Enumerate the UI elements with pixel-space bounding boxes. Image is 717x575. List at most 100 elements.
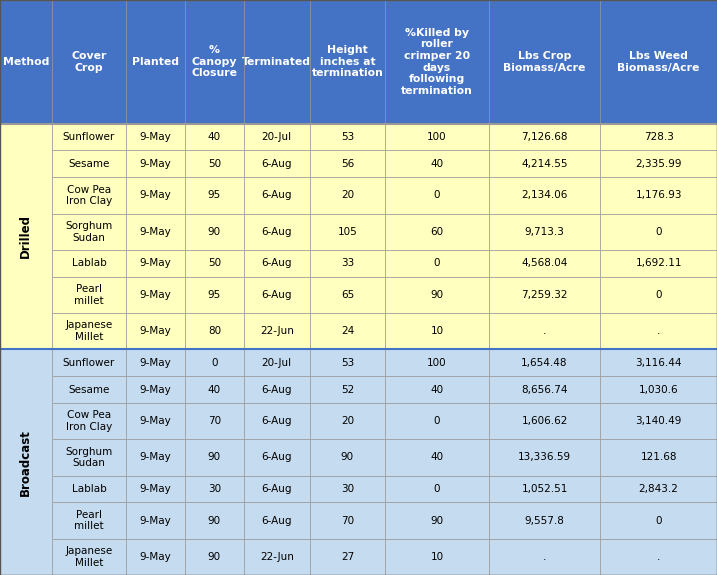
- Bar: [489, 151, 600, 177]
- Text: 1,030.6: 1,030.6: [639, 385, 678, 394]
- Text: 22-Jun: 22-Jun: [260, 552, 294, 562]
- Text: 4,214.55: 4,214.55: [521, 159, 568, 169]
- Text: 90: 90: [430, 516, 444, 526]
- Text: Cow Pea
Iron Clay: Cow Pea Iron Clay: [66, 185, 112, 206]
- Bar: [52, 476, 126, 503]
- Text: 20: 20: [341, 416, 354, 426]
- Bar: [185, 214, 244, 250]
- Text: %Killed by
roller
crimper 20
days
following
termination: %Killed by roller crimper 20 days follow…: [401, 28, 473, 96]
- Text: 9-May: 9-May: [140, 258, 171, 269]
- Text: 3,140.49: 3,140.49: [635, 416, 682, 426]
- Bar: [385, 539, 489, 575]
- Bar: [126, 313, 185, 349]
- Text: .: .: [543, 552, 546, 562]
- Bar: [0, 124, 52, 349]
- Text: 121.68: 121.68: [640, 453, 677, 462]
- Bar: [185, 177, 244, 214]
- Text: 90: 90: [208, 453, 221, 462]
- Text: 90: 90: [341, 453, 354, 462]
- Bar: [489, 349, 600, 376]
- Text: %
Canopy
Closure: % Canopy Closure: [191, 45, 237, 78]
- Bar: [126, 214, 185, 250]
- Text: 9,713.3: 9,713.3: [525, 227, 564, 237]
- Text: 9-May: 9-May: [140, 552, 171, 562]
- Bar: [244, 349, 310, 376]
- Text: 65: 65: [341, 290, 354, 300]
- Bar: [600, 151, 717, 177]
- Bar: [185, 376, 244, 403]
- Text: 7,126.68: 7,126.68: [521, 132, 568, 142]
- Bar: [126, 539, 185, 575]
- Text: Sunflower: Sunflower: [63, 358, 115, 368]
- Text: 6-Aug: 6-Aug: [262, 227, 292, 237]
- Text: 2,335.99: 2,335.99: [635, 159, 682, 169]
- Bar: [385, 151, 489, 177]
- Bar: [52, 124, 126, 151]
- Bar: [310, 376, 385, 403]
- Text: 9-May: 9-May: [140, 290, 171, 300]
- Text: Broadcast: Broadcast: [19, 429, 32, 496]
- Bar: [489, 277, 600, 313]
- Text: 6-Aug: 6-Aug: [262, 385, 292, 394]
- Text: 0: 0: [434, 190, 440, 201]
- Text: 1,176.93: 1,176.93: [635, 190, 682, 201]
- Text: 50: 50: [208, 159, 221, 169]
- Text: 1,052.51: 1,052.51: [521, 484, 568, 494]
- Text: 70: 70: [341, 516, 354, 526]
- Bar: [244, 503, 310, 539]
- Bar: [126, 177, 185, 214]
- Bar: [489, 503, 600, 539]
- Bar: [310, 403, 385, 439]
- Text: Pearl
millet: Pearl millet: [74, 510, 104, 531]
- Bar: [52, 313, 126, 349]
- Text: 9-May: 9-May: [140, 416, 171, 426]
- Text: .: .: [657, 552, 660, 562]
- Bar: [385, 476, 489, 503]
- Bar: [126, 476, 185, 503]
- Bar: [185, 313, 244, 349]
- Text: 9-May: 9-May: [140, 190, 171, 201]
- Bar: [600, 250, 717, 277]
- Bar: [185, 476, 244, 503]
- Bar: [489, 439, 600, 476]
- Bar: [52, 277, 126, 313]
- Bar: [489, 124, 600, 151]
- Text: 6-Aug: 6-Aug: [262, 258, 292, 269]
- Text: 24: 24: [341, 326, 354, 336]
- Bar: [0, 0, 717, 124]
- Text: 56: 56: [341, 159, 354, 169]
- Bar: [126, 503, 185, 539]
- Bar: [600, 214, 717, 250]
- Text: Lablab: Lablab: [72, 258, 106, 269]
- Bar: [385, 313, 489, 349]
- Text: Sesame: Sesame: [68, 159, 110, 169]
- Text: 9-May: 9-May: [140, 326, 171, 336]
- Text: 105: 105: [338, 227, 357, 237]
- Bar: [600, 177, 717, 214]
- Bar: [244, 177, 310, 214]
- Bar: [385, 250, 489, 277]
- Bar: [385, 376, 489, 403]
- Text: Lbs Weed
Biomass/Acre: Lbs Weed Biomass/Acre: [617, 51, 700, 72]
- Bar: [126, 349, 185, 376]
- Bar: [310, 503, 385, 539]
- Bar: [489, 476, 600, 503]
- Bar: [52, 403, 126, 439]
- Bar: [52, 539, 126, 575]
- Bar: [126, 439, 185, 476]
- Bar: [385, 439, 489, 476]
- Text: 22-Jun: 22-Jun: [260, 326, 294, 336]
- Text: 1,606.62: 1,606.62: [521, 416, 568, 426]
- Text: 6-Aug: 6-Aug: [262, 484, 292, 494]
- Text: 33: 33: [341, 258, 354, 269]
- Bar: [489, 214, 600, 250]
- Bar: [310, 177, 385, 214]
- Bar: [385, 124, 489, 151]
- Bar: [185, 250, 244, 277]
- Text: 95: 95: [208, 190, 221, 201]
- Bar: [185, 349, 244, 376]
- Bar: [489, 403, 600, 439]
- Text: 6-Aug: 6-Aug: [262, 453, 292, 462]
- Bar: [244, 250, 310, 277]
- Text: 0: 0: [434, 484, 440, 494]
